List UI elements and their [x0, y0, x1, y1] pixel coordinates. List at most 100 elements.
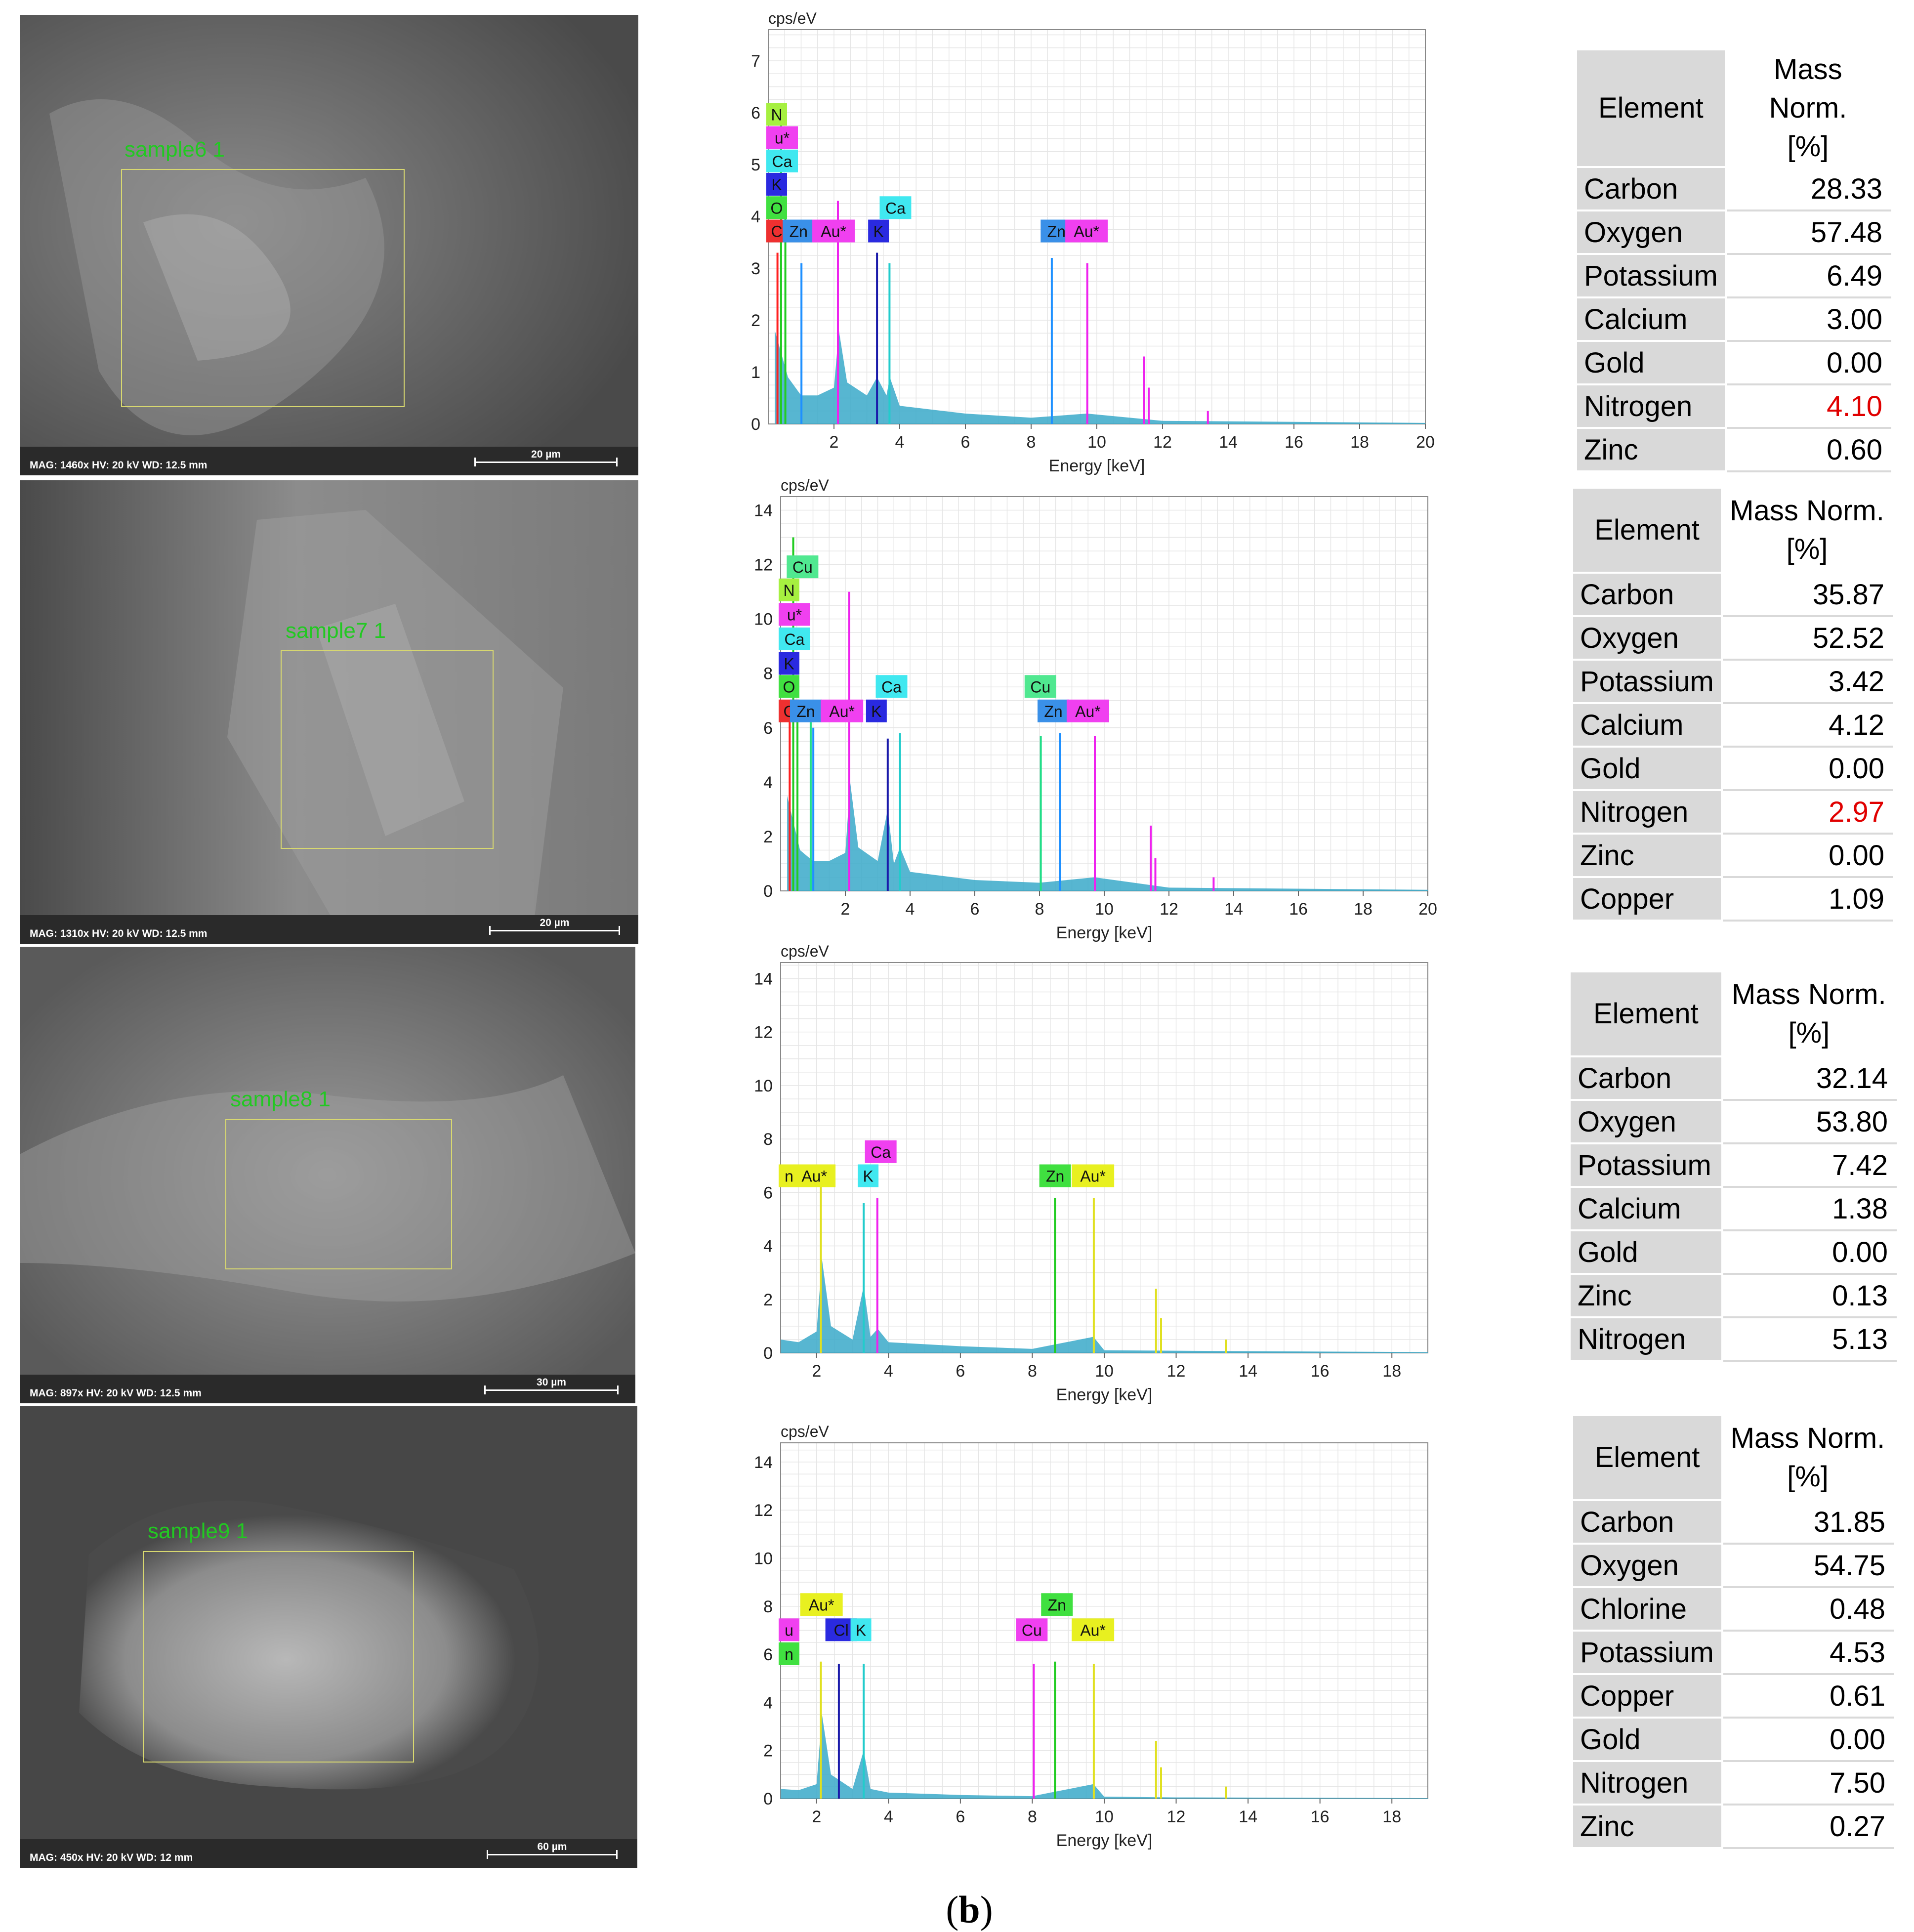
element-tag: Ca	[865, 1140, 897, 1163]
y-tick-label: 4	[763, 773, 773, 792]
mass-norm-value: 0.27	[1721, 1804, 1894, 1849]
element-tag: Au*	[812, 219, 855, 243]
table-row: Potassium 6.49	[1575, 253, 1892, 298]
table-row: Carbon 31.85	[1571, 1499, 1894, 1545]
y-tick-label: 1	[751, 363, 760, 382]
y-axis-label: cps/eV	[781, 1423, 829, 1440]
element-name: Zinc	[1569, 1273, 1723, 1318]
element-tag-label: Ca	[885, 199, 906, 217]
element-name: Calcium	[1575, 296, 1727, 342]
sem-info-bar: MAG: 1310x HV: 20 kV WD: 12.5 mm 20 µm	[20, 915, 638, 944]
x-tick-label: 8	[1027, 433, 1036, 452]
x-tick-label: 12	[1167, 1362, 1186, 1381]
element-tag: O	[779, 675, 799, 698]
x-tick-label: 2	[812, 1807, 821, 1826]
x-tick-label: 16	[1311, 1362, 1330, 1381]
element-name: Nitrogen	[1571, 1760, 1724, 1806]
mass-norm-value: 0.00	[1721, 833, 1893, 878]
element-tag-box	[787, 555, 819, 579]
spectrum-continuum	[775, 331, 1425, 424]
header-mass-norm-line2: [%]	[1786, 533, 1828, 565]
y-axis-label: cps/eV	[768, 9, 817, 27]
table-row: Gold 0.00	[1571, 746, 1893, 791]
y-tick-label: 3	[751, 259, 760, 278]
element-tag-label: Ca	[785, 630, 805, 648]
element-tag-box	[1066, 699, 1109, 722]
header-element: Element	[1575, 48, 1727, 168]
element-tag-label: O	[783, 678, 795, 696]
scale-label: 30 µm	[537, 1377, 566, 1388]
element-tag-box	[779, 627, 810, 650]
element-tag-label: O	[771, 199, 783, 217]
y-tick-label: 12	[754, 1023, 773, 1042]
element-name: Carbon	[1571, 1499, 1724, 1545]
mass-norm-value: 0.48	[1721, 1586, 1894, 1632]
roi-box	[281, 650, 494, 849]
scale-bar: 60 µm	[487, 1841, 618, 1862]
element-tag-box	[800, 1593, 843, 1616]
x-tick-label: 2	[812, 1362, 821, 1381]
mass-norm-value: 6.49	[1724, 253, 1892, 298]
element-tag-label: Au*	[821, 223, 846, 241]
sem-image-sample6: sample6 1 MAG: 1460x HV: 20 kV WD: 12.5 …	[20, 15, 638, 475]
element-tag-box	[766, 103, 787, 126]
composition-table-sample8: Element Mass Norm. [%] Carbon 32.14 Oxygen 53.…	[1569, 970, 1897, 1362]
header-element: Element	[1571, 1414, 1724, 1501]
element-name: Potassium	[1571, 1630, 1724, 1675]
table-row: Carbon 35.87	[1571, 572, 1893, 617]
roi-box	[225, 1119, 452, 1269]
y-tick-label: 0	[763, 1790, 773, 1808]
y-tick-label: 6	[751, 104, 760, 123]
element-tag-box	[1016, 1618, 1048, 1641]
element-tag: Au*	[821, 699, 864, 722]
sem-micrograph	[20, 947, 635, 1403]
roi-box	[143, 1551, 414, 1763]
x-tick-label: 10	[1095, 900, 1114, 919]
element-tag-box	[850, 1618, 872, 1641]
sem-image-sample7: sample7 1 MAG: 1310x HV: 20 kV WD: 12.5 …	[20, 480, 638, 944]
element-tag: Au*	[793, 1164, 836, 1187]
element-tag-label: Au*	[801, 1168, 827, 1185]
sem-micrograph	[20, 480, 638, 944]
panel-label-close: )	[980, 1888, 993, 1931]
x-tick-label: 4	[884, 1362, 893, 1381]
element-tag-label: u*	[775, 129, 790, 147]
element-tag-label: K	[863, 1168, 873, 1185]
mass-norm-value: 53.80	[1721, 1099, 1897, 1144]
element-tag-label: K	[873, 223, 883, 241]
element-tag: Au*	[1072, 1164, 1115, 1187]
element-tag-box	[779, 1618, 799, 1641]
element-tag-label: Zn	[790, 223, 808, 241]
element-name: Potassium	[1571, 659, 1723, 704]
element-tag: Au*	[800, 1593, 843, 1616]
header-element: Element	[1569, 970, 1723, 1057]
sem-micrograph	[20, 15, 638, 475]
element-tag-box	[1072, 1618, 1115, 1641]
element-tag-label: Au*	[829, 703, 855, 720]
element-tag-box	[1038, 699, 1069, 722]
element-tag-box	[812, 219, 855, 243]
element-tag-label: Au*	[1080, 1621, 1106, 1639]
mass-norm-value: 0.00	[1724, 340, 1892, 385]
mass-norm-value: 2.97	[1721, 789, 1893, 835]
x-tick-label: 16	[1311, 1807, 1330, 1826]
element-tag: K	[850, 1618, 872, 1641]
element-tag: Ca	[779, 627, 810, 650]
element-tag-box	[779, 675, 799, 698]
y-tick-label: 5	[751, 156, 760, 174]
x-tick-label: 6	[956, 1362, 965, 1381]
element-tag: K	[866, 699, 887, 722]
table-row: Potassium 7.42	[1569, 1142, 1897, 1188]
element-tag: Zn	[783, 219, 815, 243]
mass-norm-value: 0.00	[1721, 1229, 1897, 1275]
element-tag: Au*	[1065, 219, 1108, 243]
mass-norm-value: 32.14	[1721, 1055, 1897, 1101]
y-tick-label: 14	[754, 502, 773, 520]
element-tag-label: Zn	[1047, 223, 1066, 241]
x-tick-label: 14	[1219, 433, 1238, 452]
table-row: Zinc 0.60	[1575, 427, 1892, 472]
element-tag-box	[779, 603, 810, 626]
panel-label-letter: b	[958, 1888, 980, 1931]
x-tick-label: 2	[830, 433, 839, 452]
